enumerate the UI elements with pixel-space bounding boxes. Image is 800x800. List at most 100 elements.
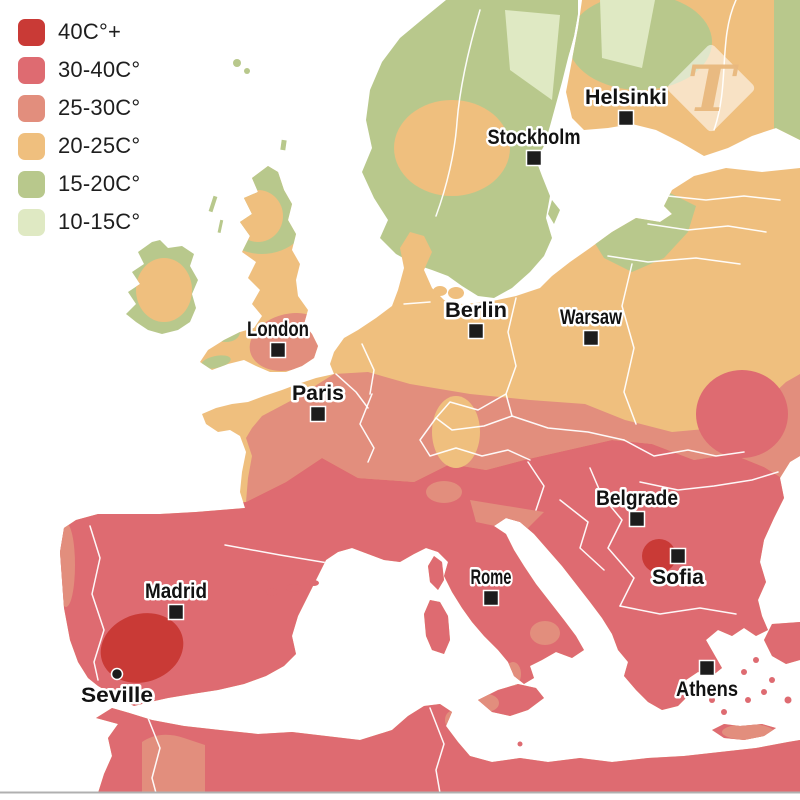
zone-naples-salmon [530, 621, 560, 645]
city-label-belgrade: Belgrade [596, 487, 678, 510]
island-balearic [286, 584, 302, 592]
telegraph-logo: T [667, 44, 755, 132]
city-label-athens: Athens [676, 678, 738, 701]
city-athens: Athens [674, 659, 741, 704]
legend-swatch [18, 94, 45, 122]
logo-letter: T [687, 52, 739, 127]
island-aegean [726, 688, 734, 696]
city-marker-london [269, 341, 287, 359]
logo-diamond [667, 44, 755, 132]
city-label-london: London [247, 318, 309, 341]
island-aegean [741, 669, 747, 675]
city-marker-rome [482, 589, 500, 607]
island-shetland [280, 139, 287, 151]
city-label-helsinki: Helsinki [585, 86, 667, 109]
legend-label: 10-15C° [58, 209, 141, 234]
city-marker-athens [698, 659, 716, 677]
city-rome: Rome [468, 564, 514, 607]
city-label-berlin: Berlin [445, 299, 507, 322]
island-balearic [309, 580, 319, 586]
island-aegean [769, 677, 775, 683]
legend-item-t1520: 15-20C° [18, 165, 140, 203]
island-hebrides [208, 195, 218, 213]
legend-item-t2530: 25-30C° [18, 89, 140, 127]
city-marker-madrid [167, 603, 185, 621]
island-aegean [721, 709, 727, 715]
island-aegean [745, 697, 751, 703]
legend-swatch [18, 56, 45, 84]
city-label-madrid: Madrid [145, 580, 207, 603]
legend-item-t3040: 30-40C° [18, 51, 140, 89]
zone-po-valley-salmon [470, 500, 544, 532]
zone-finland-lightgreen [600, 0, 655, 68]
zone-ireland-orange [136, 258, 192, 322]
zone-andalusia-40plus [100, 613, 184, 683]
legend-item-t2025: 20-25C° [18, 127, 140, 165]
legend-label: 40C°+ [58, 19, 122, 44]
zone-salmon-band [246, 372, 800, 502]
zone-crete-salmon [722, 724, 774, 740]
legend-label: 15-20C° [58, 171, 141, 196]
zone-sweden-orange [394, 100, 510, 196]
zone-sofia-40plus [642, 539, 676, 573]
city-warsaw: Warsaw [558, 304, 625, 347]
map-bottom-edge [0, 791, 800, 794]
city-marker-seville [110, 667, 124, 681]
legend: 40C°+ 30-40C° 25-30C° 20-25C° 15-20C° 10-15C° [18, 13, 140, 241]
zone-lapland-lightgreen [505, 10, 560, 100]
landmass-layer [60, 0, 800, 793]
island-balearic [266, 588, 278, 596]
legend-swatch [18, 170, 45, 198]
zone-algeria-salmon [142, 734, 205, 793]
city-stockholm: Stockholm [485, 124, 583, 167]
city-label-sofia: Sofia [652, 566, 704, 589]
island-aegean [784, 696, 792, 704]
city-marker-sofia [669, 547, 687, 565]
city-label-rome: Rome [471, 566, 512, 589]
city-madrid: Madrid [143, 578, 210, 621]
city-marker-berlin [467, 322, 485, 340]
city-paris: Paris [290, 380, 347, 423]
land-danish-island [448, 287, 464, 299]
city-sofia: Sofia [650, 547, 707, 592]
city-marker-belgrade [628, 510, 646, 528]
island-aegean [709, 697, 715, 703]
city-marker-warsaw [582, 329, 600, 347]
island-aegean [753, 657, 759, 663]
zone-cornwall-green [201, 355, 231, 369]
city-belgrade: Belgrade [594, 485, 681, 528]
city-label-warsaw: Warsaw [560, 306, 623, 329]
legend-label: 20-25C° [58, 133, 141, 158]
zone-adriatic-coast-salmon [426, 481, 462, 503]
island-aegean [761, 689, 767, 695]
island-faroe [244, 68, 250, 74]
city-label-seville: Seville [81, 684, 153, 707]
land-danish-island [433, 286, 447, 296]
small-islands-layer [208, 59, 792, 747]
legend-swatch [18, 208, 45, 236]
legend-item-t1015: 10-15C° [18, 203, 140, 241]
city-marker-helsinki [617, 109, 635, 127]
legend-label: 30-40C° [58, 57, 141, 82]
legend-label: 25-30C° [58, 95, 141, 120]
city-seville: Seville [79, 667, 156, 710]
legend-swatch [18, 132, 45, 160]
city-label-stockholm: Stockholm [488, 126, 581, 149]
zone-romania-rose [696, 370, 788, 458]
legend-swatch [18, 18, 45, 46]
zone-alps-orange [432, 396, 480, 468]
city-label-paris: Paris [292, 382, 344, 405]
island-faroe [233, 59, 241, 67]
city-london: London [245, 316, 312, 359]
island-aegean [695, 685, 701, 691]
island-gotland [548, 200, 560, 224]
city-berlin: Berlin [443, 297, 510, 340]
island-hebrides [217, 219, 224, 234]
island-malta [517, 741, 523, 747]
legend-item-t40: 40C°+ [18, 13, 140, 51]
city-helsinki: Helsinki [583, 84, 670, 127]
city-marker-stockholm [525, 149, 543, 167]
